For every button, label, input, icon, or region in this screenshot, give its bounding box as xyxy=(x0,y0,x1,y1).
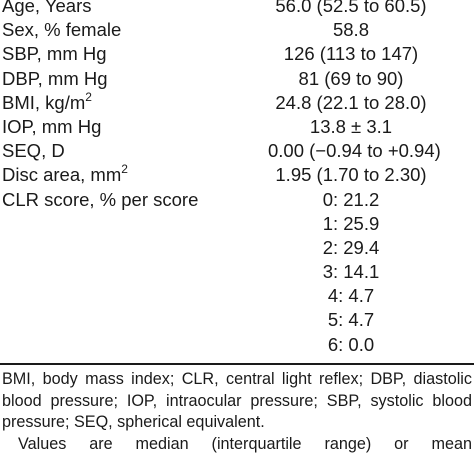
row-label: Age, Years xyxy=(2,0,92,16)
row-label: DBP, mm Hg xyxy=(2,67,108,89)
row-value: 0: 21.2 xyxy=(322,188,380,210)
row-value: 58.8 xyxy=(332,19,369,41)
table-row: 3: 14.1 xyxy=(0,260,474,284)
table-row: 6: 0.0 xyxy=(0,333,474,357)
table-row: 2: 29.4 xyxy=(0,236,474,260)
table-row: 5: 4.7 xyxy=(0,308,474,332)
row-value: 6: 0.0 xyxy=(327,333,375,355)
row-value: 1.95 (1.70 to 2.30) xyxy=(275,164,427,186)
row-value: 24.8 (22.1 to 28.0) xyxy=(275,91,427,113)
table-row: Age, Years 56.0 (52.5 to 60.5) xyxy=(0,0,474,18)
row-label: SBP, mm Hg xyxy=(2,43,107,65)
row-value: 56.0 (52.5 to 60.5) xyxy=(275,0,427,16)
row-value: 1: 25.9 xyxy=(322,212,380,234)
table-row: 1: 25.9 xyxy=(0,212,474,236)
table-row: SEQ, D 0.00 (−0.94 to +0.94) xyxy=(0,139,474,163)
table-row: 4: 4.7 xyxy=(0,284,474,308)
row-label: IOP, mm Hg xyxy=(2,115,102,137)
superscript: 2 xyxy=(85,89,92,104)
row-value: 126 (113 to 147) xyxy=(283,43,419,65)
characteristics-table: Age, Years 56.0 (52.5 to 60.5) Sex, % fe… xyxy=(0,0,474,357)
row-label-text: BMI, kg/m xyxy=(2,91,86,113)
table-row: IOP, mm Hg 13.8 ± 3.1 xyxy=(0,115,474,139)
values-note: Values are median (interquartile range) … xyxy=(18,434,472,453)
table-row: Sex, % female 58.8 xyxy=(0,18,474,42)
row-value: 3: 14.1 xyxy=(322,261,380,283)
row-value: 81 (69 to 90) xyxy=(298,67,404,89)
row-label: SEQ, D xyxy=(2,140,65,162)
row-label: BMI, kg/m2 xyxy=(2,91,92,115)
row-value: 13.8 ± 3.1 xyxy=(309,115,393,137)
row-label: Sex, % female xyxy=(2,19,122,41)
superscript: 2 xyxy=(121,162,128,177)
table-row: CLR score, % per score 0: 21.2 xyxy=(0,188,474,212)
row-label: CLR score, % per score xyxy=(2,188,199,210)
row-label: Disc area, mm2 xyxy=(2,163,128,187)
table-row: DBP, mm Hg 81 (69 to 90) xyxy=(0,67,474,91)
table-bottom-rule xyxy=(0,363,474,365)
row-value: 2: 29.4 xyxy=(322,236,380,258)
abbreviations-note: BMI, body mass index; CLR, central light… xyxy=(2,370,472,431)
row-value: 5: 4.7 xyxy=(327,309,375,331)
table-row: Disc area, mm2 1.95 (1.70 to 2.30) xyxy=(0,163,474,187)
row-label-text: Disc area, mm xyxy=(2,164,122,186)
row-value: 4: 4.7 xyxy=(327,285,375,307)
table-row: SBP, mm Hg 126 (113 to 147) xyxy=(0,42,474,66)
row-value: 0.00 (−0.94 to +0.94) xyxy=(268,140,441,162)
table-footnote: BMI, body mass index; CLR, central light… xyxy=(2,369,472,455)
table-row: BMI, kg/m2 24.8 (22.1 to 28.0) xyxy=(0,91,474,115)
